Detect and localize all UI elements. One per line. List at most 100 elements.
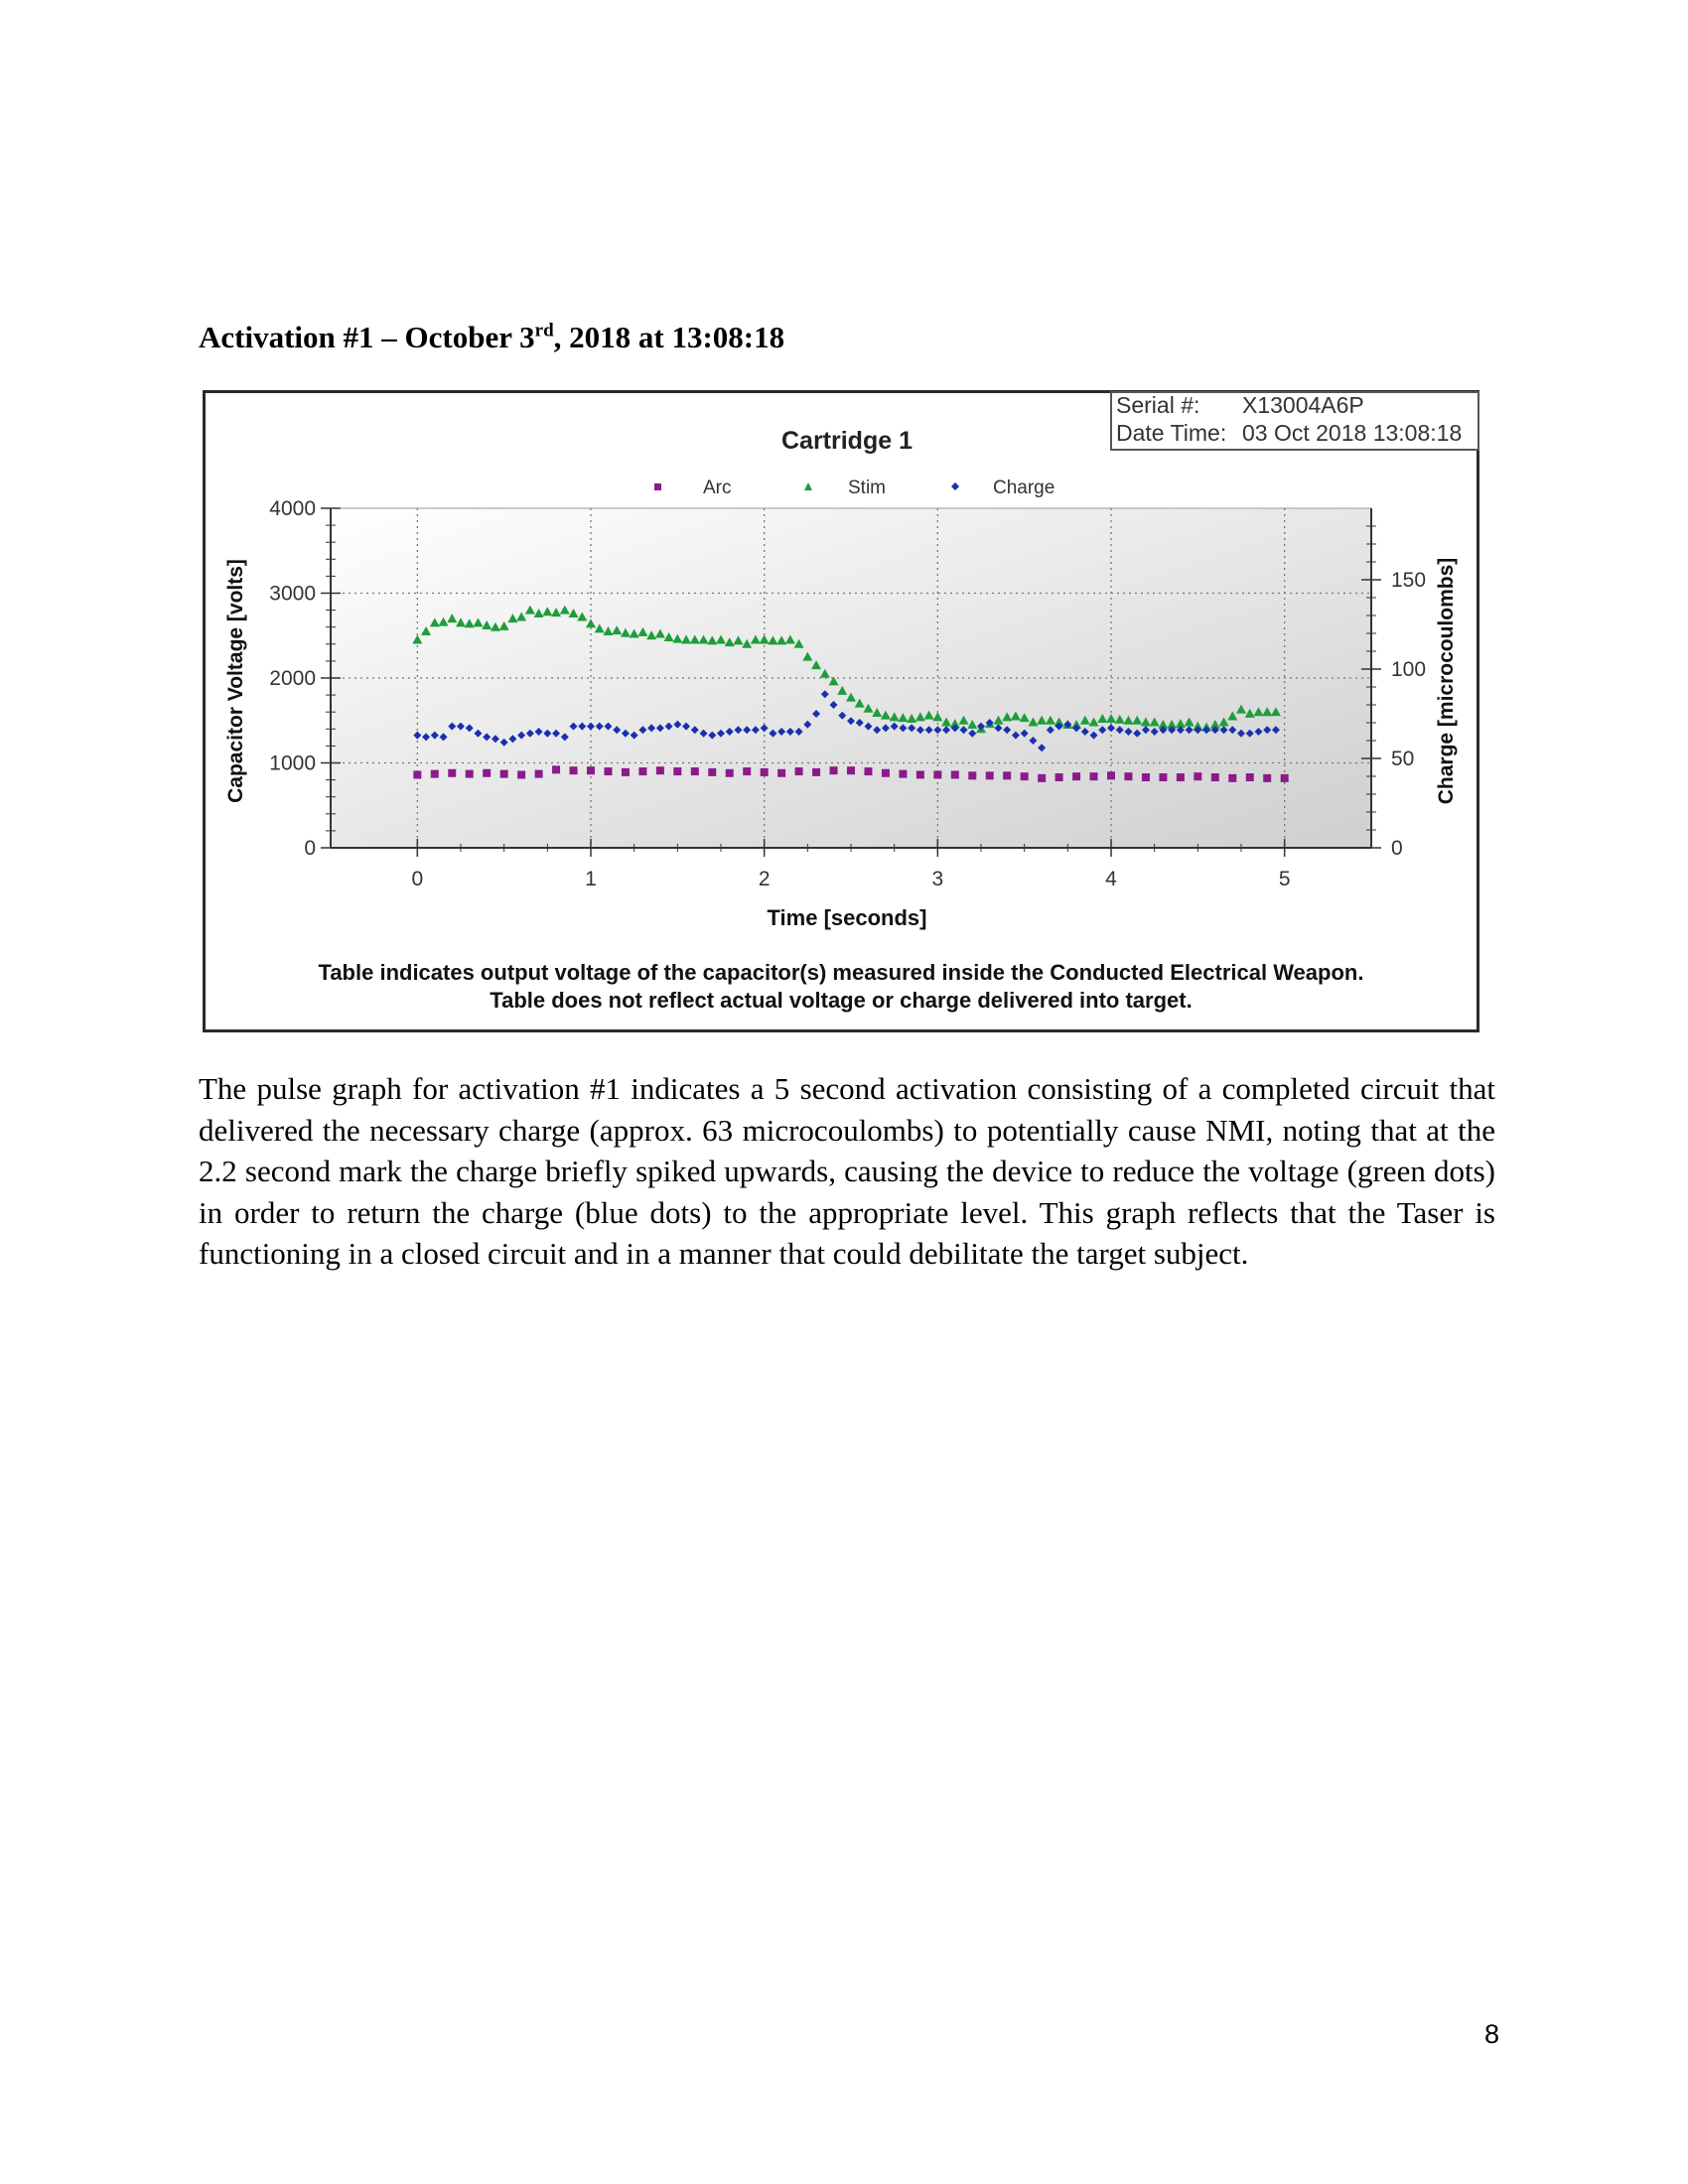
stim-point: [707, 635, 718, 645]
arc-point: [655, 766, 664, 775]
charge-point: [1020, 729, 1029, 738]
charge-point: [569, 722, 578, 731]
charge-point: [621, 729, 630, 738]
charge-point: [439, 733, 448, 742]
y2-tick-label: 100: [1391, 658, 1426, 681]
stim-point: [914, 712, 925, 722]
stim-point: [1158, 720, 1169, 730]
charge-point: [1159, 726, 1168, 735]
charge-point: [1098, 726, 1107, 735]
stim-point: [1175, 719, 1186, 729]
y-tick-label: 0: [304, 837, 316, 860]
stim-point: [620, 627, 631, 637]
arc-point: [1055, 773, 1063, 782]
arc-point: [950, 770, 959, 779]
stim-point: [1019, 713, 1030, 723]
charge-point: [950, 724, 959, 733]
charge-point: [604, 722, 613, 731]
arc-point: [638, 767, 647, 776]
stim-point: [672, 633, 683, 643]
stim-point: [759, 634, 770, 644]
stim-point: [1123, 715, 1134, 725]
x-tick-label: 0: [411, 868, 423, 890]
heading-suffix: , 2018 at 13:08:18: [553, 320, 785, 354]
charge-point: [682, 722, 691, 731]
body-paragraph: The pulse graph for activation #1 indica…: [199, 1071, 1495, 1271]
y-tick-label: 2000: [269, 667, 316, 690]
arc-point: [933, 770, 942, 779]
arc-point: [864, 767, 873, 776]
arc-point: [430, 769, 439, 778]
charge-point: [483, 733, 492, 742]
charge-point: [847, 717, 855, 726]
stim-point: [629, 628, 639, 638]
stim-point: [447, 614, 458, 623]
arc-point: [812, 767, 821, 776]
charge-point: [899, 724, 908, 733]
charge-point: [1046, 726, 1055, 735]
stim-point: [1106, 714, 1116, 724]
charge-point: [1176, 726, 1185, 735]
legend: Arc Stim Charge: [654, 478, 1055, 498]
grid-lines: [331, 508, 1371, 848]
pulse-graph-figure: 0 1 2 3 4 5 0 1000 2000 3000 4000 0 50 100 150 Cartrid…: [203, 390, 1479, 1032]
stim-point: [1079, 715, 1090, 725]
stim-point: [663, 631, 674, 641]
arc-point: [552, 765, 561, 774]
legend-arc-marker: [654, 483, 661, 490]
charge-point: [890, 722, 899, 731]
charge-point: [699, 729, 708, 738]
arc-point: [1280, 773, 1289, 782]
stim-point: [941, 717, 952, 727]
stim-point: [1167, 720, 1178, 730]
stim-point: [846, 692, 856, 702]
chart-title: Cartridge 1: [781, 427, 913, 455]
charge-point: [829, 701, 838, 709]
stim-point: [863, 703, 874, 713]
arc-point: [985, 771, 994, 780]
stim-point: [716, 634, 726, 644]
charge-point: [1185, 726, 1194, 735]
stim-point: [898, 713, 909, 723]
stim-point: [724, 637, 735, 647]
heading-prefix: Activation #1 – October 3: [199, 320, 535, 354]
stim-point: [689, 634, 700, 644]
arc-point: [1228, 773, 1237, 782]
arc-point: [1263, 773, 1272, 782]
charge-point: [873, 726, 882, 735]
arc-point: [794, 767, 803, 776]
charge-point: [638, 726, 647, 735]
stim-point: [456, 617, 466, 627]
charge-point: [630, 731, 638, 740]
charge-point: [968, 729, 977, 738]
stim-point: [516, 612, 527, 621]
arc-point: [777, 768, 786, 777]
arc-point: [1159, 773, 1168, 782]
charge-point: [647, 724, 656, 733]
arc-point: [621, 767, 630, 776]
charge-point: [725, 728, 734, 736]
legend-stim-marker: [804, 482, 812, 490]
charge-point: [1124, 728, 1133, 736]
stim-point: [1184, 717, 1195, 727]
stim-point: [577, 612, 588, 621]
charge-point: [1150, 728, 1159, 736]
charge-point: [777, 728, 786, 736]
charge-point: [769, 729, 777, 738]
charge-point: [924, 726, 933, 735]
stim-point: [1002, 712, 1013, 722]
serial-label: Serial #:: [1116, 392, 1200, 418]
stim-point: [1132, 715, 1143, 725]
stim-point: [993, 715, 1004, 725]
charge-point: [985, 719, 994, 727]
charge-point: [448, 722, 457, 731]
arc-point: [829, 766, 838, 775]
arc-point: [587, 766, 595, 775]
arc-point: [1020, 772, 1029, 781]
arc-point: [1141, 773, 1150, 782]
legend-stim-label: Stim: [848, 478, 886, 498]
charge-point: [1038, 744, 1047, 752]
data-series: [412, 605, 1289, 782]
stim-point: [949, 719, 960, 729]
